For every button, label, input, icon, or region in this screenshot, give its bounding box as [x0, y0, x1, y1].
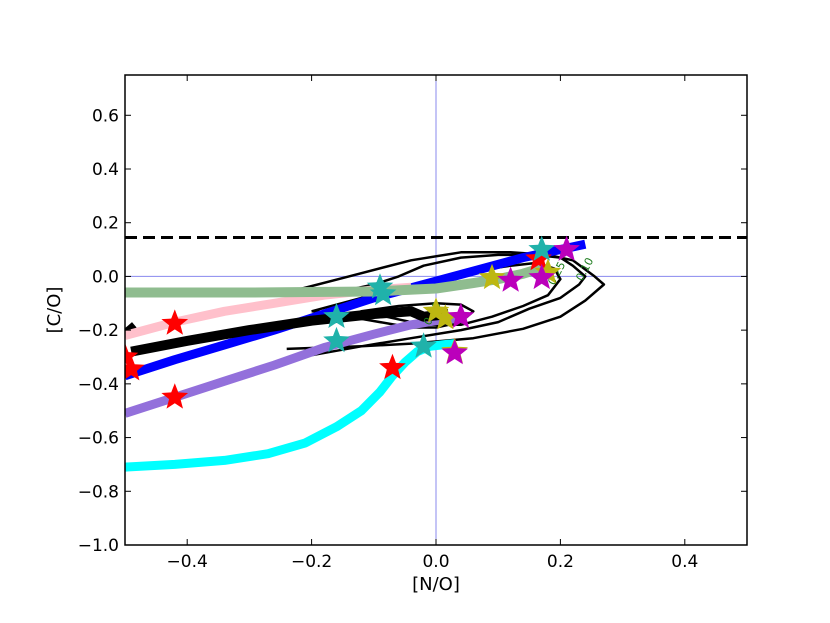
- star-marker-4-5: [441, 339, 468, 365]
- star-marker-1-5: [379, 353, 406, 380]
- star-marker-1-3: [125, 355, 145, 381]
- x-axis-title: [N/O]: [412, 574, 460, 595]
- y-tick-label-9: 0.6: [92, 106, 119, 126]
- y-tick-label-3: −0.6: [78, 429, 119, 449]
- star-marker-1-4: [161, 383, 189, 409]
- y-tick-label-4: −0.4: [78, 375, 119, 395]
- y-tick-label-7: 0.2: [92, 214, 119, 234]
- star-marker-4-1: [497, 266, 524, 292]
- axes: −0.4 −0.2 0.0 0.2 0.4 −1.0 −0.8 −0.6 −0.4 −0.2 0.0…: [78, 75, 747, 572]
- star-marker-4-2: [553, 235, 580, 261]
- star-marker-4-4: [447, 302, 475, 328]
- x-tick-label-4: 0.2: [547, 552, 574, 572]
- star-marker-2-3: [323, 302, 350, 328]
- x-tick-label-3: 0.0: [422, 552, 449, 572]
- star-marker-2-4: [323, 326, 350, 353]
- y-axis-title: [C/O]: [44, 287, 65, 334]
- y-tick-label-8: 0.4: [92, 160, 119, 180]
- star-marker-2-6: [528, 235, 556, 261]
- star-marker-4-3: [528, 263, 556, 290]
- y-tick-label-6: 0.0: [92, 267, 119, 287]
- star-marker-2-2: [369, 279, 397, 306]
- star-marker-3-1: [478, 263, 506, 290]
- star-marker-3-5: [534, 258, 562, 284]
- series-line-3: [125, 239, 587, 381]
- series-line-2: [125, 313, 462, 418]
- star-marker-2-5: [410, 332, 437, 358]
- y-tick-label-1: −1.0: [78, 536, 119, 556]
- y-tick-label-5: −0.2: [78, 321, 119, 341]
- star-marker-1-6: [525, 245, 552, 271]
- y-tick-label-2: −0.8: [78, 482, 119, 502]
- x-tick-label-1: −0.4: [167, 552, 208, 572]
- star-marker-1-1: [161, 309, 189, 335]
- star-marker-3-3: [432, 304, 459, 330]
- star-marker-3-2: [422, 297, 450, 323]
- x-tick-label-2: −0.2: [291, 552, 332, 572]
- star-marker-1-2: [125, 343, 139, 369]
- plot-area: 0.100.250.50: [125, 75, 747, 545]
- x-tick-label-5: 0.4: [671, 552, 698, 572]
- star-marker-2-1: [366, 273, 394, 299]
